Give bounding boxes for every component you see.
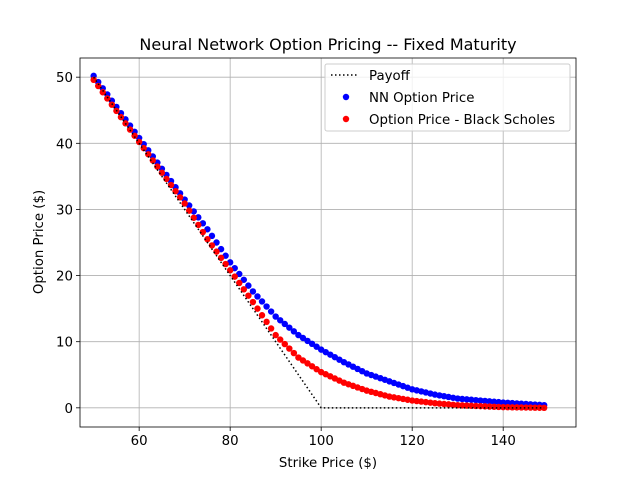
bs-point (459, 402, 466, 409)
bs-point (522, 404, 530, 411)
bs-point (454, 401, 461, 409)
bs-point (531, 404, 539, 411)
bs-point (240, 286, 248, 293)
legend-nn-label: NN Option Price (369, 91, 474, 106)
legend-bs-swatch (342, 115, 350, 123)
bs-point (477, 402, 484, 410)
nn-point (313, 343, 320, 350)
bs-point (95, 82, 102, 90)
y-tick-label: 50 (56, 71, 73, 86)
legend-bs-label: Option Price - Black Scholes (369, 113, 555, 128)
bs-point (231, 273, 238, 280)
y-tick-label: 30 (56, 203, 73, 218)
nn-point (499, 399, 507, 406)
bs-point (308, 363, 316, 370)
bs-point (504, 404, 511, 411)
legend-payoff-label: Payoff (369, 69, 411, 84)
bs-point (254, 305, 261, 312)
bs-point (145, 151, 152, 158)
x-tick-label: 140 (490, 434, 515, 449)
bs-point (208, 242, 216, 249)
ticks: 60 80 100 120 140 0 10 20 30 40 50 (56, 71, 516, 449)
bs-point (267, 325, 275, 332)
bs-point (258, 312, 266, 319)
y-tick-label: 10 (56, 336, 73, 351)
x-tick-label: 120 (399, 434, 424, 449)
bs-point (163, 175, 170, 183)
legend-nn-swatch (342, 93, 350, 101)
nn-point (249, 288, 257, 295)
bs-point (313, 366, 320, 373)
nn-point (263, 303, 270, 310)
nn-point (254, 293, 261, 300)
x-tick-label: 80 (222, 434, 239, 449)
nn-point (281, 320, 288, 328)
series-layer (90, 72, 548, 412)
bs-point (472, 402, 480, 410)
nn-point (277, 317, 284, 324)
bs-point (90, 76, 97, 84)
nn-point (258, 298, 266, 305)
legend-box (324, 63, 571, 132)
bs-point (199, 228, 207, 236)
bs-point (263, 318, 270, 326)
bs-point (99, 89, 106, 96)
bs-point (304, 360, 311, 367)
plot-frame (79, 57, 577, 428)
bs-point (290, 349, 298, 357)
nn-point (304, 337, 311, 345)
bs-point (204, 235, 211, 243)
bs-point (249, 298, 257, 306)
bs-point (518, 404, 525, 411)
bs-point (213, 248, 220, 255)
bs-point (149, 157, 157, 164)
y-tick-label: 20 (56, 270, 73, 285)
chart-title: Neural Network Option Pricing -- Fixed M… (139, 35, 516, 54)
bs-point (154, 163, 161, 170)
bs-point (195, 221, 202, 229)
y-tick-label: 0 (65, 402, 73, 417)
bs-point (499, 403, 507, 411)
nn-point (308, 340, 316, 348)
y-tick-label: 40 (56, 137, 73, 152)
nn-point (245, 282, 252, 289)
nn-point (286, 324, 293, 331)
payoff-line (93, 76, 545, 409)
series-bs (90, 76, 548, 412)
bs-point (286, 345, 293, 352)
bs-point (236, 279, 243, 287)
bs-point (186, 207, 193, 214)
nn-point (295, 331, 302, 339)
x-axis-label: Strike Price ($) (279, 456, 377, 471)
nn-point (240, 276, 248, 283)
bs-point (295, 354, 302, 361)
bs-point (536, 404, 543, 411)
nn-point (272, 313, 279, 320)
x-tick-label: 60 (131, 434, 148, 449)
legend: Payoff NN Option Price Option Price - Bl… (324, 63, 571, 132)
x-tick-label: 100 (308, 434, 333, 449)
bs-point (176, 194, 184, 201)
nn-point (290, 328, 298, 335)
bs-point (299, 357, 307, 364)
bs-point (104, 95, 111, 102)
nn-point (208, 232, 216, 240)
bs-point (481, 403, 489, 410)
bs-point (245, 292, 252, 299)
bs-point (217, 254, 225, 262)
nn-point (504, 399, 511, 407)
bs-point (272, 331, 279, 339)
bs-point (126, 126, 134, 133)
bs-point (158, 169, 166, 176)
bs-point (527, 404, 534, 411)
nn-point (213, 239, 220, 246)
bs-point (281, 340, 288, 348)
bs-point (226, 267, 234, 274)
nn-point (299, 334, 307, 342)
bs-point (277, 336, 284, 343)
y-axis-label: Option Price ($) (32, 190, 47, 294)
nn-point (267, 308, 275, 315)
bs-point (181, 200, 188, 207)
